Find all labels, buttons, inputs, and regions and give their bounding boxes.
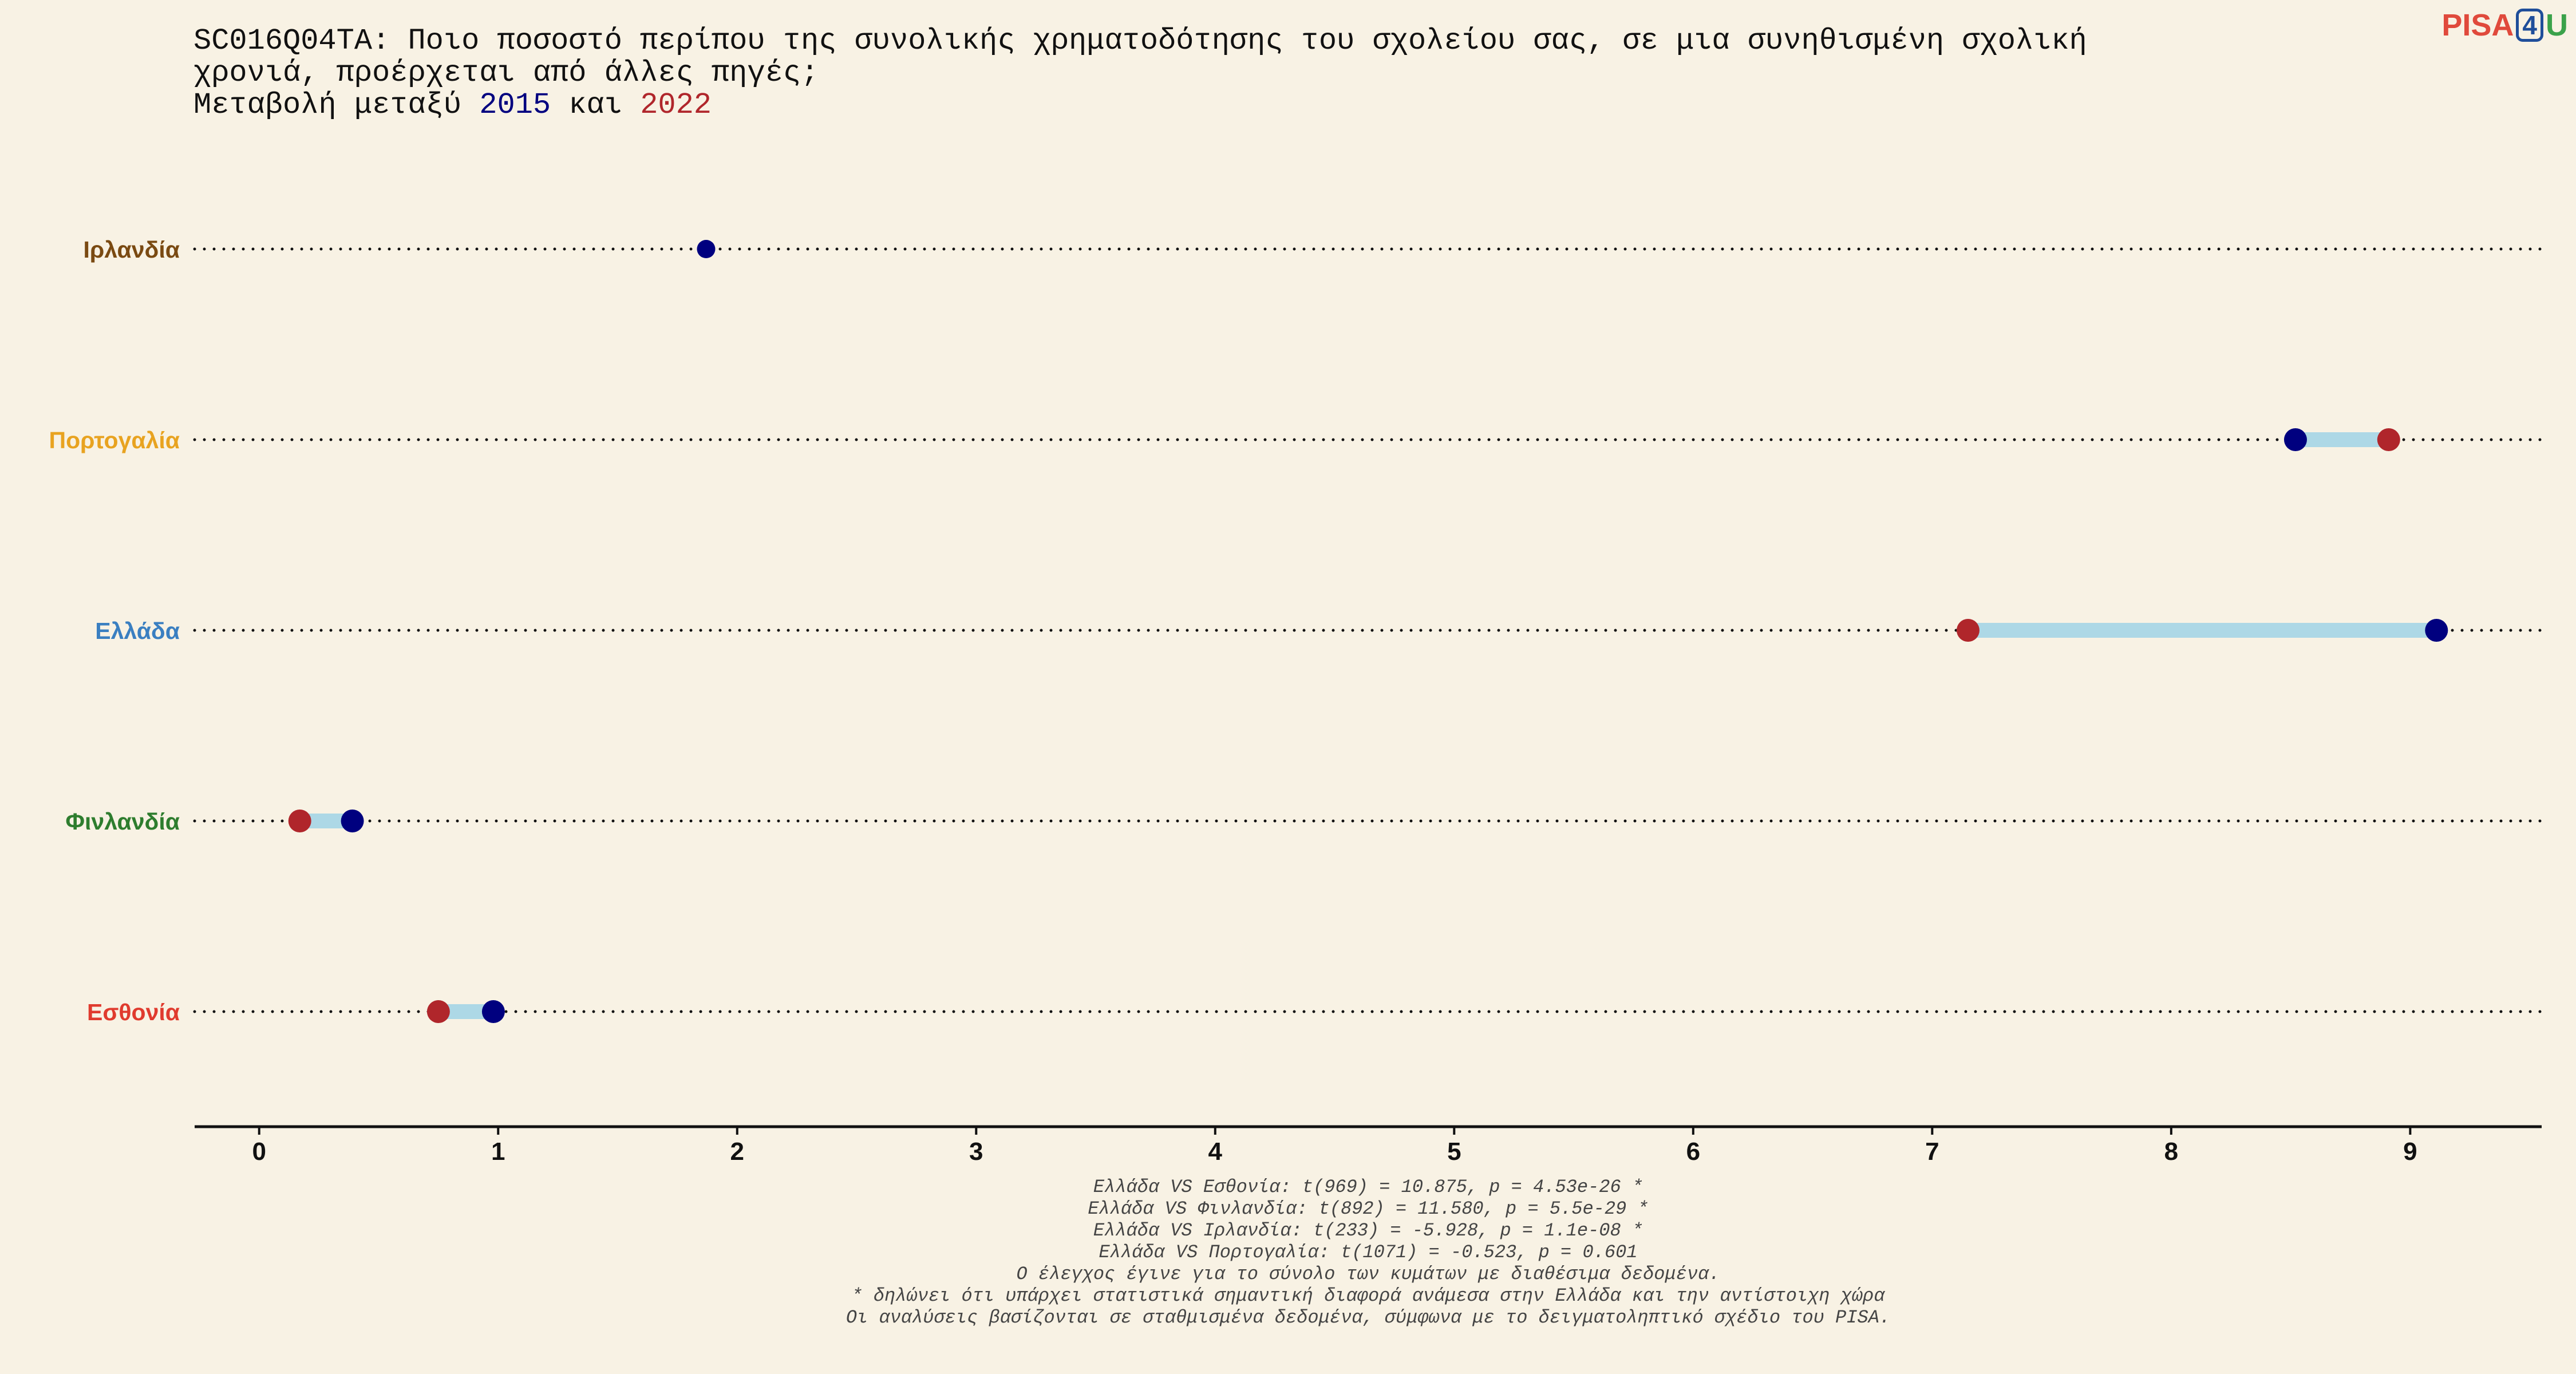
x-tick-label: 0 — [252, 1138, 266, 1166]
x-tick-label: 3 — [969, 1138, 983, 1166]
subtitle: Μεταβολή μεταξύ 2015 και 2022 — [193, 89, 2087, 121]
footnote-line: Ελλάδα VS Ιρλανδία: t(233) = -5.928, p =… — [1093, 1220, 1643, 1241]
footnote-line: * δηλώνει ότι υπάρχει στατιστικά σημαντι… — [851, 1285, 1885, 1306]
country-label: Ιρλανδία — [83, 236, 180, 263]
legend-2022: 2022 — [640, 88, 712, 122]
point-2015 — [341, 810, 364, 832]
subtitle-prefix: Μεταβολή μεταξύ — [193, 88, 462, 122]
x-tick-label: 2 — [730, 1138, 744, 1166]
logo-text-4: 4 — [2516, 9, 2543, 42]
x-tick-label: 1 — [491, 1138, 505, 1166]
x-tick-label: 9 — [2403, 1138, 2417, 1166]
point-2015 — [2425, 619, 2448, 642]
point-2022 — [2377, 428, 2400, 451]
change-bar — [2295, 432, 2389, 447]
point-2022 — [288, 810, 311, 832]
legend-2015: 2015 — [479, 88, 551, 122]
footnote-line: Ελλάδα VS Εσθονία: t(969) = 10.875, p = … — [1093, 1176, 1643, 1198]
footnote-line: Ελλάδα VS Φινλανδία: t(892) = 11.580, p … — [1088, 1198, 1649, 1219]
x-tick-label: 4 — [1208, 1138, 1223, 1166]
country-label: Πορτογαλία — [49, 427, 180, 453]
footnote-line: Ο έλεγχος έγινε για το σύνολο των κυμάτω… — [1016, 1264, 1720, 1285]
country-label: Εσθονία — [87, 999, 180, 1025]
logo-text-u: U — [2546, 8, 2568, 42]
point-2022 — [426, 1000, 450, 1023]
x-tick-label: 7 — [1925, 1138, 1939, 1166]
point-2015 — [481, 1000, 505, 1023]
change-bar — [1967, 623, 2437, 638]
logo-text-pisa: PISA — [2441, 8, 2514, 42]
country-label: Φινλανδία — [65, 808, 180, 835]
country-label: Ελλάδα — [95, 618, 180, 644]
title-line-1: SC016Q04TA: Ποιο ποσοστό περίπου της συν… — [193, 24, 2087, 58]
x-tick-label: 5 — [1447, 1138, 1461, 1166]
point-2022 — [1956, 619, 1980, 642]
footnotes: Ελλάδα VS Εσθονία: t(969) = 10.875, p = … — [0, 1176, 2576, 1329]
x-tick-label: 6 — [1686, 1138, 1700, 1166]
chart-title: SC016Q04TA: Ποιο ποσοστό περίπου της συν… — [193, 25, 2087, 121]
footnote-line: Ελλάδα VS Πορτογαλία: t(1071) = -0.523, … — [1099, 1242, 1638, 1263]
title-line-2: χρονιά, προέρχεται από άλλες πηγές; — [193, 56, 819, 90]
point-2015 — [697, 240, 716, 258]
x-tick-label: 8 — [2164, 1138, 2178, 1166]
pisa4u-logo: PISA 4 U — [2441, 8, 2568, 42]
subtitle-joiner: και — [568, 88, 622, 122]
point-2015 — [2283, 428, 2307, 451]
footnote-line: Οι αναλύσεις βασίζονται σε σταθμισμένα δ… — [846, 1307, 1891, 1328]
